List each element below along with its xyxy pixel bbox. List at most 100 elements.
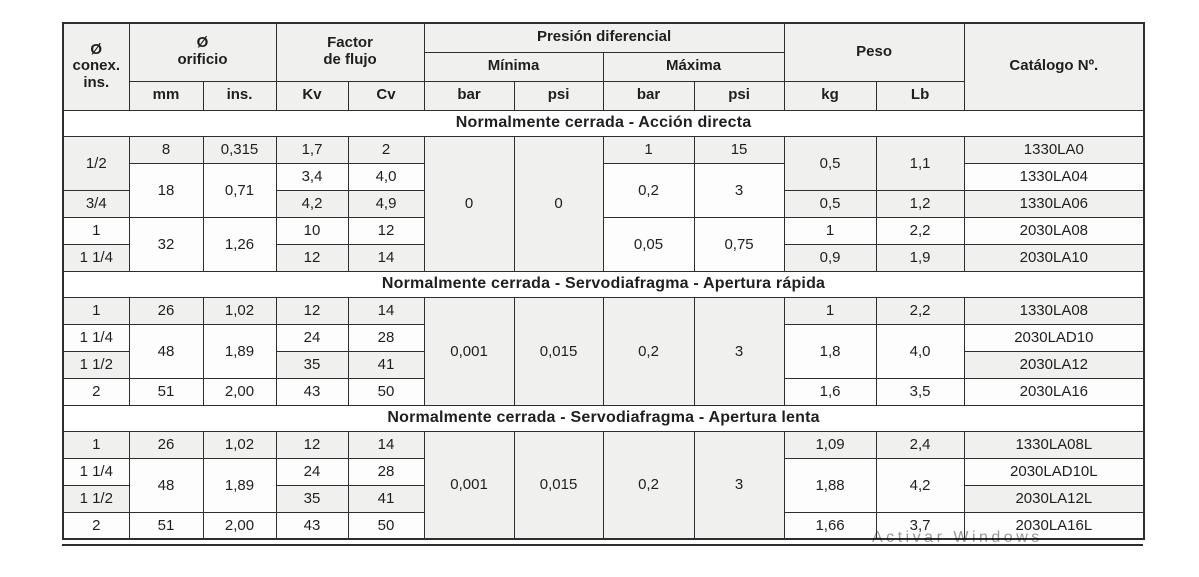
spec-table-wrapper: Ø conex. ins. Ø orificio Factor de flujo…	[62, 22, 1146, 546]
col-header-minima: Mínima	[423, 51, 604, 82]
cell-catalogo: 1330LA0	[963, 135, 1145, 164]
cell-cv: 2	[347, 135, 425, 164]
cell-conex: 1 1/4	[62, 243, 130, 272]
table-row: 1 1/4 48 1,89 24 28 1,8 4,0 2030LAD10	[62, 323, 1145, 379]
valve-spec-table: Ø conex. ins. Ø orificio Factor de flujo…	[62, 22, 1146, 540]
unit-psi-max: psi	[693, 80, 785, 111]
unit-mm: mm	[128, 80, 204, 111]
cell-kv: 24	[275, 323, 349, 352]
cell-ins: 0,71	[202, 162, 277, 218]
cell-cv: 14	[347, 430, 425, 459]
cell-max-bar: 0,2	[602, 296, 695, 406]
cell-kv: 35	[275, 350, 349, 379]
col-header-orificio-line: Ø	[196, 34, 209, 52]
unit-bar-min: bar	[423, 80, 515, 111]
col-header-conex: Ø conex. ins.	[62, 22, 130, 111]
cell-min-bar: 0	[423, 135, 515, 272]
unit-bar-max: bar	[602, 80, 695, 111]
section-apertura-rapida: Normalmente cerrada - Servodiafragma - A…	[62, 270, 1145, 406]
cell-mm: 48	[128, 323, 204, 379]
cell-min-psi: 0	[513, 135, 604, 272]
cell-min-bar: 0,001	[423, 430, 515, 540]
table-row: 1 26 1,02 12 14 0,001 0,015 0,2 3 1 2,2 …	[62, 296, 1145, 406]
cell-cv: 4,0	[347, 162, 425, 191]
cell-lb: 3,7	[875, 511, 965, 540]
cell-conex: 2	[62, 511, 130, 540]
section-title: Normalmente cerrada - Acción directa	[62, 109, 1145, 137]
cell-cv: 12	[347, 216, 425, 245]
col-header-factor-line: Factor	[327, 34, 373, 52]
cell-mm: 8	[128, 135, 204, 164]
cell-mm: 26	[128, 296, 204, 325]
cell-kv: 4,2	[275, 189, 349, 218]
cell-cv: 28	[347, 457, 425, 486]
cell-max-psi: 0,75	[693, 216, 785, 272]
cell-kg: 1	[783, 216, 877, 245]
cell-cv: 50	[347, 511, 425, 540]
header-row-units: mm ins. Kv Cv bar psi bar psi kg Lb	[63, 80, 1144, 111]
cell-catalogo: 2030LA16	[963, 377, 1145, 406]
cell-mm: 18	[128, 162, 204, 218]
cell-cv: 41	[347, 484, 425, 513]
cell-lb: 1,1	[875, 135, 965, 191]
cell-catalogo: 1330LA08	[963, 296, 1145, 325]
table-row: 3/4 4,2 4,9 0,5 1,2 1330LA06	[62, 189, 1145, 218]
cell-ins: 1,89	[202, 457, 277, 513]
col-header-peso: Peso	[783, 22, 965, 82]
cell-min-bar: 0,001	[423, 296, 515, 406]
cell-lb: 2,2	[875, 216, 965, 245]
col-header-orificio-line: orificio	[177, 51, 228, 69]
col-header-presion-diferencial: Presión diferencial	[423, 22, 785, 53]
section-title: Normalmente cerrada - Servodiafragma - A…	[62, 404, 1145, 432]
cell-min-psi: 0,015	[513, 296, 604, 406]
cell-ins: 0,315	[202, 135, 277, 164]
cell-max-bar: 0,05	[602, 216, 695, 272]
table-row: 2 51 2,00 43 50 1,66 3,7 2030LA16L	[62, 511, 1145, 540]
cell-lb: 2,4	[875, 430, 965, 459]
cell-mm: 51	[128, 377, 204, 406]
col-header-catalogo: Catálogo Nº.	[963, 22, 1145, 111]
cell-conex: 1	[62, 430, 130, 459]
section-title: Normalmente cerrada - Servodiafragma - A…	[62, 270, 1145, 298]
cell-mm: 32	[128, 216, 204, 272]
cell-max-psi: 15	[693, 135, 785, 164]
cell-kv: 35	[275, 484, 349, 513]
cell-kg: 1,88	[783, 457, 877, 513]
cell-kg: 1,6	[783, 377, 877, 406]
cell-kv: 3,4	[275, 162, 349, 191]
cell-ins: 1,26	[202, 216, 277, 272]
cell-conex: 1 1/4	[62, 457, 130, 486]
cell-cv: 4,9	[347, 189, 425, 218]
cell-cv: 50	[347, 377, 425, 406]
cell-kg: 1,66	[783, 511, 877, 540]
cell-lb: 3,5	[875, 377, 965, 406]
cell-kg: 0,9	[783, 243, 877, 272]
cell-conex: 1 1/2	[62, 484, 130, 513]
cell-kv: 12	[275, 430, 349, 459]
cell-kv: 1,7	[275, 135, 349, 164]
table-row: 1 1/2 35 41 2030LA12	[62, 350, 1145, 379]
cell-mm: 26	[128, 430, 204, 459]
table-header: Ø conex. ins. Ø orificio Factor de flujo…	[62, 22, 1145, 111]
cell-catalogo: 1330LA08L	[963, 430, 1145, 459]
cell-catalogo: 2030LA12L	[963, 484, 1145, 513]
cell-catalogo: 2030LA12	[963, 350, 1145, 379]
cell-mm: 48	[128, 457, 204, 513]
cell-lb: 2,2	[875, 296, 965, 325]
cell-conex: 1 1/4	[62, 323, 130, 352]
unit-cv: Cv	[347, 80, 425, 111]
cell-max-psi: 3	[693, 430, 785, 540]
cell-catalogo: 2030LAD10	[963, 323, 1145, 352]
cell-kg: 1	[783, 296, 877, 325]
cell-ins: 1,89	[202, 323, 277, 379]
cell-lb: 1,9	[875, 243, 965, 272]
cell-cv: 28	[347, 323, 425, 352]
unit-psi-min: psi	[513, 80, 604, 111]
section-title-row: Normalmente cerrada - Acción directa	[62, 109, 1145, 137]
section-accion-directa: Normalmente cerrada - Acción directa 1/2…	[62, 109, 1145, 272]
cell-conex: 3/4	[62, 189, 130, 218]
cell-catalogo: 2030LA10	[963, 243, 1145, 272]
cell-max-psi: 3	[693, 162, 785, 218]
cell-conex: 2	[62, 377, 130, 406]
